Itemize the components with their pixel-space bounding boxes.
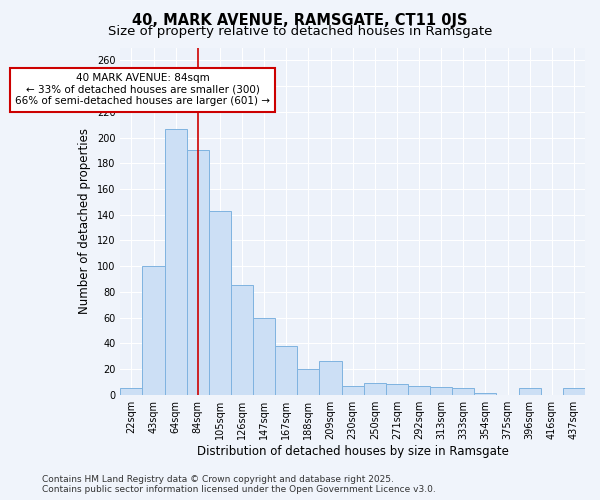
Text: Contains HM Land Registry data © Crown copyright and database right 2025.
Contai: Contains HM Land Registry data © Crown c… bbox=[42, 474, 436, 494]
Bar bbox=[164, 128, 187, 394]
Bar bbox=[563, 388, 585, 394]
Bar bbox=[142, 266, 164, 394]
Bar bbox=[298, 369, 319, 394]
Bar bbox=[231, 286, 253, 395]
Bar bbox=[319, 362, 341, 394]
Bar bbox=[386, 384, 408, 394]
Bar bbox=[209, 211, 231, 394]
Bar bbox=[430, 387, 452, 394]
Bar bbox=[253, 318, 275, 394]
Text: 40, MARK AVENUE, RAMSGATE, CT11 0JS: 40, MARK AVENUE, RAMSGATE, CT11 0JS bbox=[132, 12, 468, 28]
Bar bbox=[408, 386, 430, 394]
Bar bbox=[121, 388, 142, 394]
Bar bbox=[187, 150, 209, 394]
X-axis label: Distribution of detached houses by size in Ramsgate: Distribution of detached houses by size … bbox=[197, 444, 509, 458]
Bar bbox=[518, 388, 541, 394]
Bar bbox=[364, 383, 386, 394]
Bar bbox=[341, 386, 364, 394]
Text: Size of property relative to detached houses in Ramsgate: Size of property relative to detached ho… bbox=[108, 25, 492, 38]
Bar bbox=[275, 346, 298, 395]
Bar bbox=[452, 388, 475, 394]
Y-axis label: Number of detached properties: Number of detached properties bbox=[79, 128, 91, 314]
Text: 40 MARK AVENUE: 84sqm
← 33% of detached houses are smaller (300)
66% of semi-det: 40 MARK AVENUE: 84sqm ← 33% of detached … bbox=[15, 73, 270, 106]
